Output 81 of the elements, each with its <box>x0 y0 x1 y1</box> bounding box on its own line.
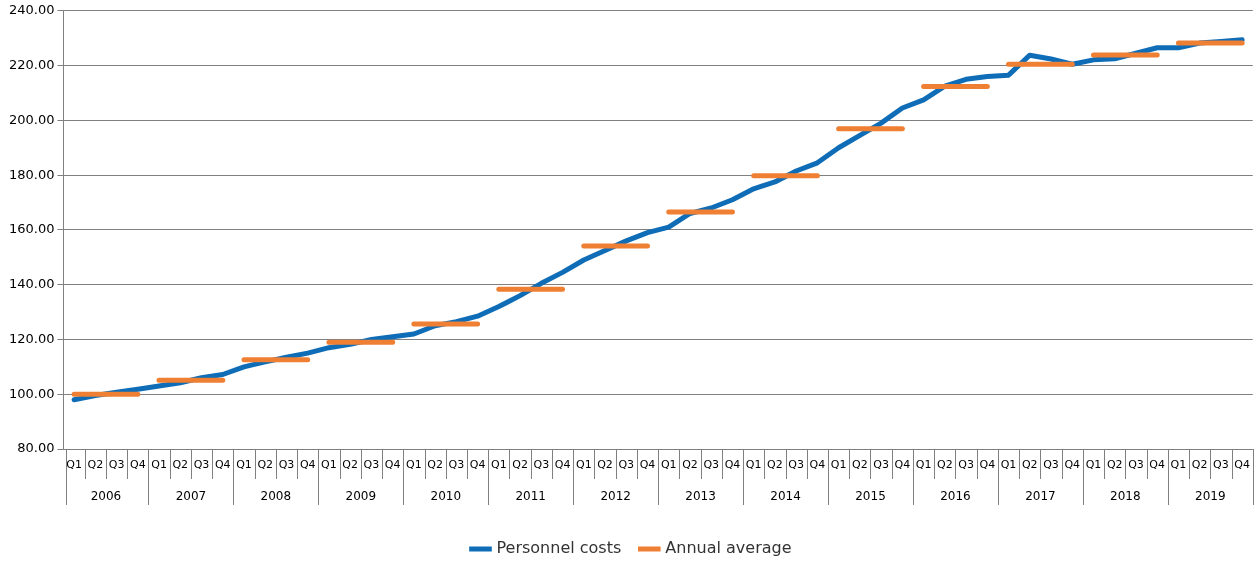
x-tick-label: Q4 <box>979 458 996 472</box>
x-tick-label: Q4 <box>1064 458 1081 472</box>
x-tick-label: Q2 <box>342 458 359 472</box>
x-tick-label: Q4 <box>724 458 741 472</box>
x-tick-label: Q1 <box>236 458 252 472</box>
x-tick-label: Q3 <box>448 458 465 472</box>
text: 2012 <box>600 489 631 504</box>
x-tick-label: Q1 <box>491 458 507 472</box>
x-tick-label: Q3 <box>1213 458 1229 472</box>
x-tick-label: Q4 <box>129 458 146 472</box>
x-tick-label: Q3 <box>108 458 125 472</box>
text: 2008 <box>260 489 292 504</box>
text: 2009 <box>345 489 377 504</box>
x-tick-label: Q4 <box>299 458 316 472</box>
x-tick-label: Q3 <box>1128 458 1144 472</box>
x-tick-label: Q2 <box>257 458 274 472</box>
x-tick-label: Q2 <box>1191 458 1208 472</box>
text: 2014 <box>770 489 801 504</box>
x-tick-label: Q4 <box>214 458 231 472</box>
x-tick-label: Q2 <box>852 458 868 472</box>
y-tick-label: 240.00 <box>8 2 55 18</box>
x-tick-label: Q4 <box>894 458 911 472</box>
text: 2017 <box>1025 489 1056 504</box>
y-tick-label: 80.00 <box>17 440 55 456</box>
x-tick-label: Q4 <box>384 458 401 472</box>
x-tick-label: Q3 <box>788 458 805 472</box>
x-tick-label: Q2 <box>767 458 783 472</box>
x-tick-label: Q1 <box>575 458 592 472</box>
x-tick-label: Q2 <box>1021 458 1038 472</box>
x-tick-label: Q1 <box>830 458 847 472</box>
text: 2016 <box>940 489 971 504</box>
x-tick-label: Q1 <box>745 458 762 472</box>
legend-label: Personnel costs <box>496 538 622 558</box>
text: 2018 <box>1110 489 1141 504</box>
x-tick-label: Q1 <box>1170 458 1187 472</box>
x-tick-label: Q2 <box>427 458 443 472</box>
text: 2007 <box>175 489 207 504</box>
x-tick-label: Q2 <box>87 458 104 472</box>
x-tick-label: Q1 <box>1000 458 1017 472</box>
y-tick-label: 100.00 <box>8 385 55 401</box>
text: 2015 <box>855 489 886 504</box>
legend-label: Annual average <box>665 538 792 558</box>
text: 2013 <box>685 489 716 504</box>
x-tick-label: Q3 <box>1043 458 1059 472</box>
y-tick-label: 160.00 <box>8 221 55 237</box>
x-tick-label: Q2 <box>597 458 613 472</box>
x-tick-label: Q4 <box>1234 458 1250 472</box>
text: 2019 <box>1195 489 1226 504</box>
x-tick-label: Q2 <box>682 458 698 472</box>
y-tick-label: 200.00 <box>8 111 55 127</box>
x-tick-label: Q3 <box>703 458 720 472</box>
x-tick-label: Q2 <box>172 458 189 472</box>
x-tick-label: Q4 <box>639 458 656 472</box>
x-tick-label: Q4 <box>809 458 826 472</box>
x-tick-label: Q3 <box>363 458 380 472</box>
y-tick-label: 220.00 <box>8 56 55 72</box>
x-tick-label: Q1 <box>915 458 932 472</box>
x-tick-label: Q4 <box>554 458 571 472</box>
x-tick-label: Q4 <box>1149 458 1166 472</box>
x-tick-label: Q4 <box>469 458 486 472</box>
y-tick-label: 180.00 <box>8 166 55 182</box>
y-tick-label: 120.00 <box>8 330 55 346</box>
x-tick-label: Q1 <box>66 458 82 472</box>
x-tick-label: Q3 <box>193 458 210 472</box>
x-tick-label: Q1 <box>1085 458 1102 472</box>
x-tick-label: Q1 <box>406 458 422 472</box>
x-tick-label: Q3 <box>278 458 295 472</box>
text: 2006 <box>90 489 122 504</box>
x-tick-label: Q3 <box>533 458 550 472</box>
x-tick-label: Q1 <box>151 458 167 472</box>
x-tick-label: Q2 <box>512 458 528 472</box>
text: 2011 <box>515 489 546 504</box>
text: 2010 <box>430 489 462 504</box>
x-tick-label: Q2 <box>1106 458 1123 472</box>
x-tick-label: Q1 <box>660 458 677 472</box>
x-tick-label: Q1 <box>321 458 337 472</box>
x-tick-label: Q2 <box>936 458 953 472</box>
x-tick-label: Q3 <box>873 458 889 472</box>
x-tick-label: Q3 <box>958 458 974 472</box>
y-tick-label: 140.00 <box>8 276 55 292</box>
x-tick-label: Q3 <box>618 458 635 472</box>
